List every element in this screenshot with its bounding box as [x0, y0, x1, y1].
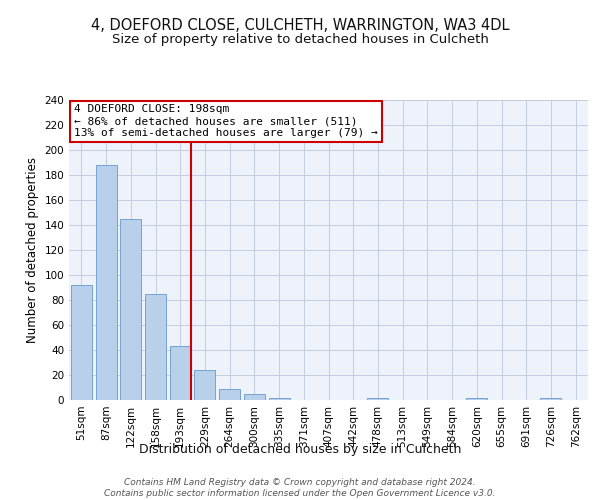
Bar	[541, 398, 562, 400]
Text: Size of property relative to detached houses in Culcheth: Size of property relative to detached ho…	[112, 32, 488, 46]
Bar	[466, 398, 487, 400]
Bar	[219, 389, 240, 400]
Bar	[120, 219, 141, 400]
Bar	[170, 346, 191, 400]
Text: 4 DOEFORD CLOSE: 198sqm
← 86% of detached houses are smaller (511)
13% of semi-d: 4 DOEFORD CLOSE: 198sqm ← 86% of detache…	[74, 104, 378, 138]
Text: Contains HM Land Registry data © Crown copyright and database right 2024.
Contai: Contains HM Land Registry data © Crown c…	[104, 478, 496, 498]
Bar	[95, 165, 116, 400]
Bar	[194, 370, 215, 400]
Bar	[367, 398, 388, 400]
Text: 4, DOEFORD CLOSE, CULCHETH, WARRINGTON, WA3 4DL: 4, DOEFORD CLOSE, CULCHETH, WARRINGTON, …	[91, 18, 509, 32]
Bar	[145, 294, 166, 400]
Bar	[71, 285, 92, 400]
Bar	[269, 398, 290, 400]
Bar	[244, 394, 265, 400]
Y-axis label: Number of detached properties: Number of detached properties	[26, 157, 39, 343]
Text: Distribution of detached houses by size in Culcheth: Distribution of detached houses by size …	[139, 442, 461, 456]
